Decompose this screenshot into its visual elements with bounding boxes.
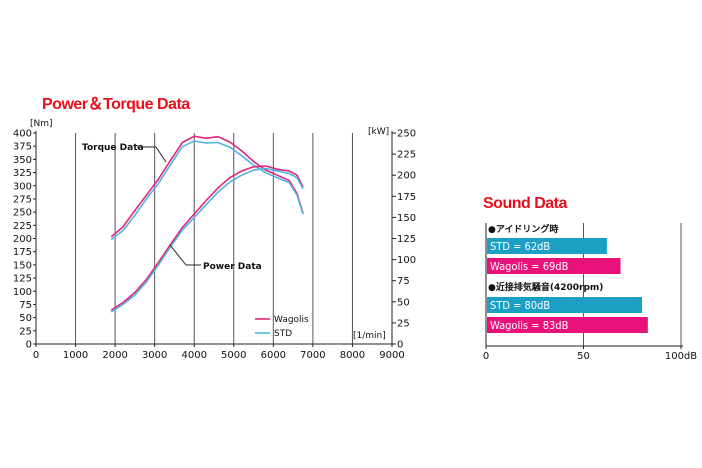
y-left-tick-label: 0	[26, 340, 32, 351]
torque-annotation: Torque Data	[82, 143, 144, 153]
y-right-unit: [kW]	[368, 127, 389, 137]
sound-bar	[487, 317, 648, 333]
y-left-tick-label: 25	[19, 326, 32, 337]
sound-x-tick-label: 50	[577, 351, 590, 362]
y-left-tick-label: 300	[13, 181, 32, 192]
y-left-tick-label: 375	[13, 142, 32, 153]
x-tick-label: 2000	[102, 350, 127, 361]
sound-x-tick-label: 0	[483, 351, 489, 362]
y-right-tick-label: 50	[397, 297, 410, 308]
sound-bar-label: Wagolis = 69dB	[490, 260, 569, 273]
y-left-tick-label: 75	[19, 300, 32, 311]
y-left-tick-label: 325	[13, 168, 32, 179]
y-left-tick-label: 225	[13, 221, 32, 232]
x-tick-label: 6000	[261, 350, 286, 361]
y-left-tick-label: 175	[13, 247, 32, 258]
sound-data-title: Sound Data	[483, 195, 567, 212]
series-line-power-std	[110, 167, 304, 313]
sound-group-label: ●アイドリング時	[488, 223, 558, 235]
sound-bar-label: STD = 62dB	[490, 240, 550, 253]
y-right-tick-label: 200	[397, 171, 416, 182]
x-tick-label: 0	[33, 350, 39, 361]
y-right-tick-label: 0	[397, 340, 403, 351]
y-left-tick-label: 400	[13, 129, 32, 140]
sound-bar	[487, 258, 621, 274]
sound-bar-label: Wagolis = 83dB	[490, 319, 569, 332]
y-left-tick-label: 275	[13, 194, 32, 205]
x-tick-label: 7000	[300, 350, 325, 361]
y-right-tick-label: 175	[397, 192, 416, 203]
y-right-tick-label: 25	[397, 318, 410, 329]
sound-bar-label: STD = 80dB	[490, 299, 550, 312]
x-tick-label: 5000	[221, 350, 246, 361]
x-unit: [1/min]	[353, 331, 386, 341]
y-left-tick-label: 350	[13, 155, 32, 166]
x-tick-label: 8000	[340, 350, 365, 361]
x-tick-label: 9000	[379, 350, 404, 361]
y-right-tick-label: 225	[397, 150, 416, 161]
y-left-tick-label: 200	[13, 234, 32, 245]
torque-annotation-leader	[155, 146, 167, 163]
y-left-tick-label: 50	[19, 313, 32, 324]
y-left-tick-label: 125	[13, 274, 32, 285]
x-tick-label: 3000	[142, 350, 167, 361]
series-line-power-wagolis	[110, 165, 304, 311]
x-tick-label: 1000	[63, 350, 88, 361]
y-left-tick-label: 250	[13, 208, 32, 219]
y-left-tick-label: 100	[13, 287, 32, 298]
sound-group-label: ●近接排気騒音(4200rpm)	[488, 281, 603, 293]
y-right-tick-label: 100	[397, 255, 416, 266]
x-tick-label: 4000	[181, 350, 206, 361]
series-line-torque-std	[110, 140, 304, 241]
sound-bar	[487, 297, 642, 313]
y-right-tick-label: 250	[397, 129, 416, 140]
sound-bar	[487, 238, 607, 254]
legend-label-wagolis: Wagolis	[274, 315, 309, 325]
y-left-unit: [Nm]	[30, 119, 53, 129]
power-annotation: Power Data	[203, 262, 262, 272]
y-right-tick-label: 125	[397, 234, 416, 245]
y-left-tick-label: 150	[13, 260, 32, 271]
y-right-tick-label: 75	[397, 276, 410, 287]
y-right-tick-label: 150	[397, 213, 416, 224]
sound-x-tick-label: 100dB	[665, 351, 697, 362]
legend-label-std: STD	[274, 329, 292, 339]
power-torque-title: Power＆Torque Data	[42, 96, 190, 113]
series-line-torque-wagolis	[110, 135, 304, 238]
power-annotation-leader	[169, 244, 187, 266]
